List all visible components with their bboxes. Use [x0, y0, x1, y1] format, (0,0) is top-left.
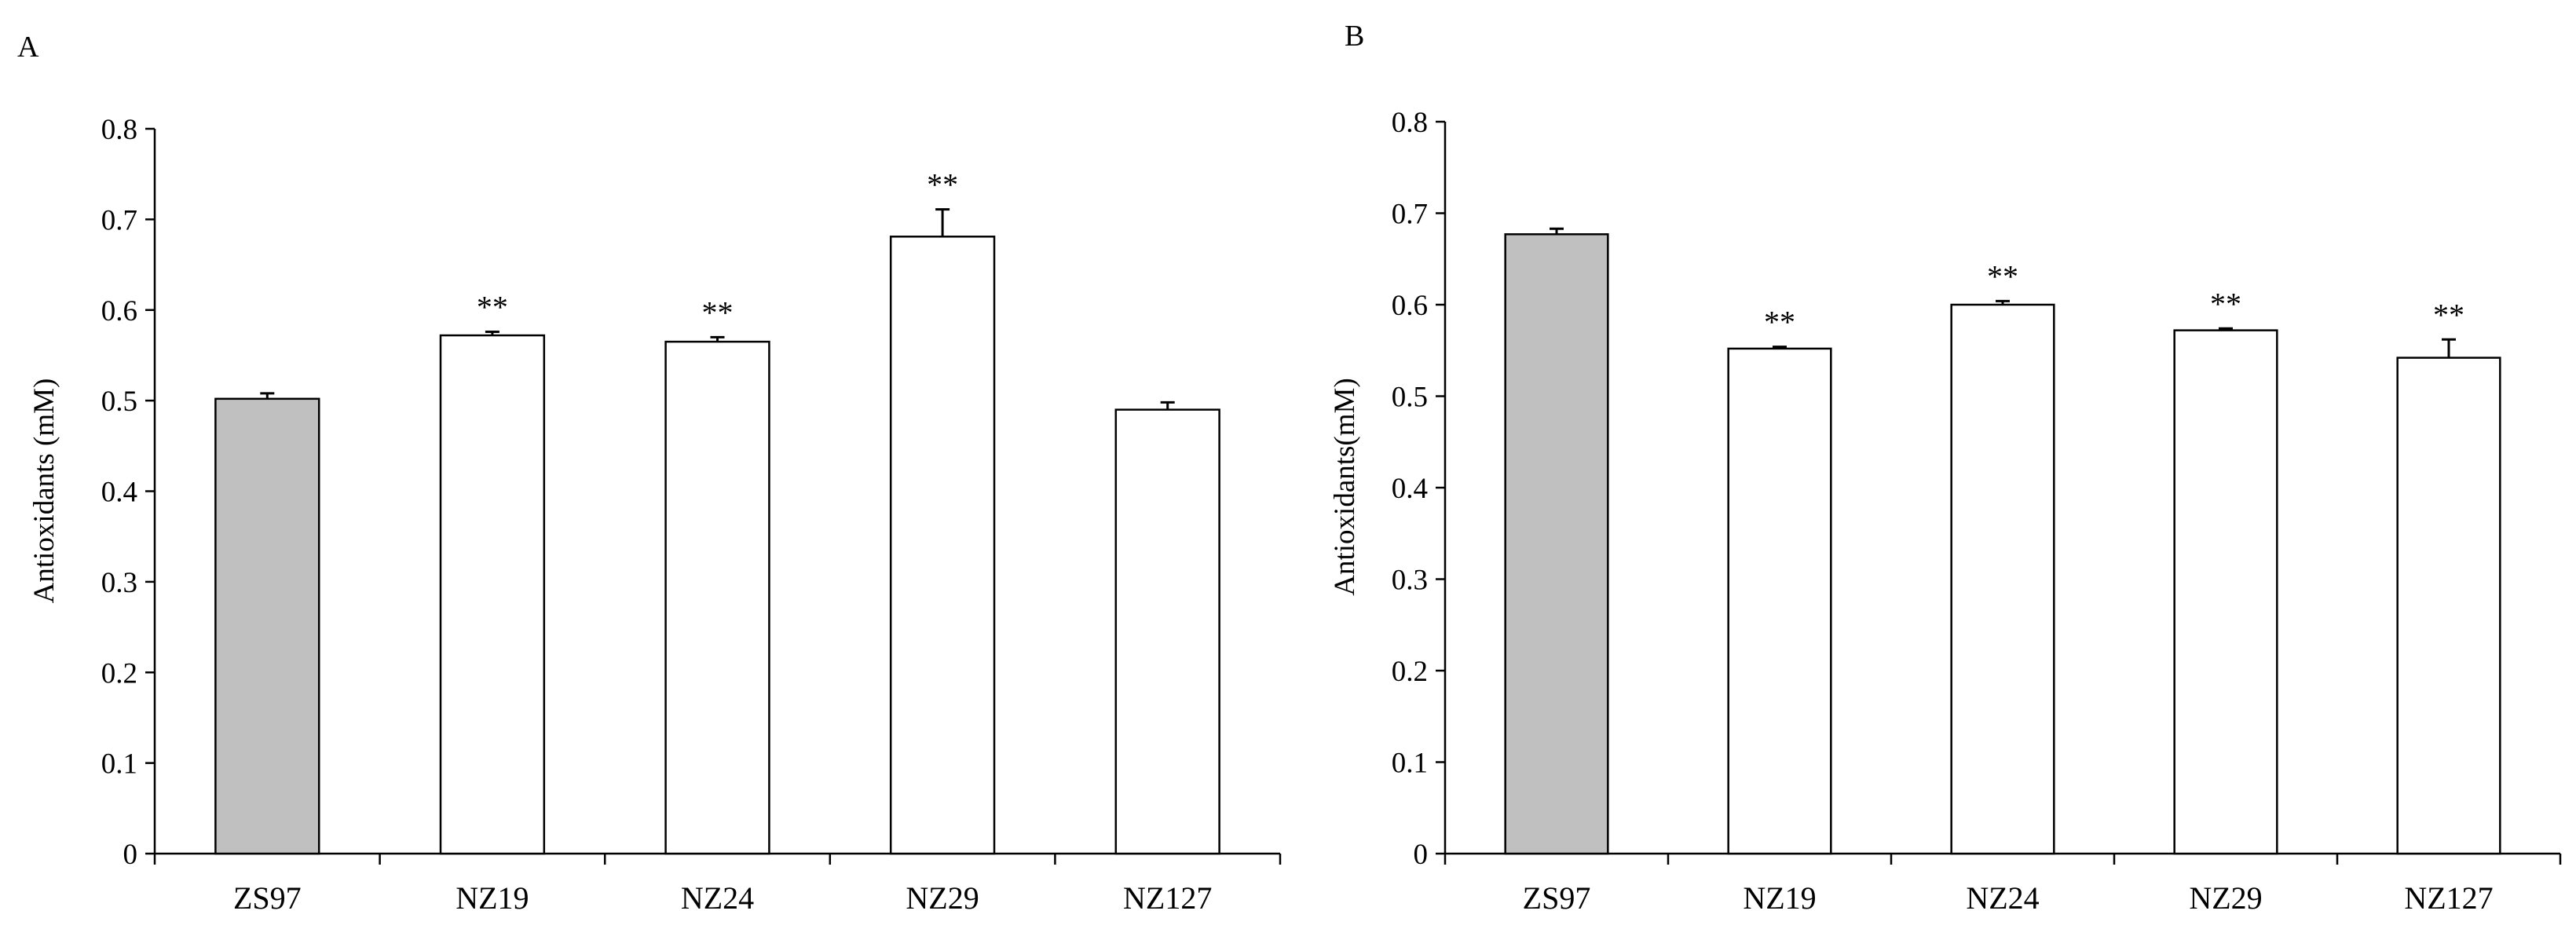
y-tick-label: 0.5: [101, 386, 137, 418]
y-tick-label: 0.7: [101, 204, 137, 236]
bar: [214, 397, 320, 855]
y-tick-label: 0.1: [1392, 748, 1428, 780]
y-tick-label: 0.4: [1392, 473, 1428, 505]
y-tick-label: 0.3: [1392, 565, 1428, 597]
bar-chart-a: A 0 0.1 0.2 0.3 0.4 0.5 0.6 0.7 0.8 Antioxidants (…: [17, 31, 1282, 916]
significance-label: **: [1764, 305, 1795, 340]
y-tick-label: 0.6: [101, 295, 137, 327]
y-tick-label: 0.2: [1392, 656, 1428, 688]
y-axis-title: Antioxidants(mM): [1329, 378, 1361, 595]
y-tick-label: 0.8: [1392, 107, 1428, 139]
significance-label: **: [1987, 258, 2018, 294]
y-tick-label: 0.2: [101, 657, 137, 689]
bar: [1114, 408, 1220, 855]
x-tick-label: NZ127: [2404, 880, 2493, 916]
x-tick-label: ZS97: [1523, 880, 1591, 916]
x-tick-label: NZ19: [1743, 880, 1816, 916]
panel-label: B: [1345, 20, 1364, 53]
y-tick-label: 0.1: [101, 748, 137, 781]
y-tick-label: 0: [1414, 839, 1429, 871]
y-tick-label: 0.5: [1392, 382, 1428, 414]
bar: [439, 334, 546, 855]
x-tick-label: NZ127: [1123, 880, 1212, 916]
chart-panel-a: A 0 0.1 0.2 0.3 0.4 0.5 0.6 0.7 0.8 Antioxidants (…: [17, 31, 1282, 916]
panel-label: A: [17, 31, 39, 64]
bar: [889, 236, 996, 855]
y-tick-label: 0.7: [1392, 199, 1428, 231]
x-tick-label: NZ19: [456, 880, 529, 916]
x-tick-label: NZ24: [1966, 880, 2039, 916]
bar: [1504, 233, 1609, 855]
significance-label: **: [477, 289, 508, 324]
bar: [1950, 303, 2055, 855]
significance-label: **: [702, 294, 734, 330]
significance-label: **: [927, 167, 958, 203]
y-tick-label: 0.3: [101, 567, 137, 599]
bar: [2396, 357, 2501, 855]
significance-label: **: [2210, 286, 2241, 321]
bar: [2173, 329, 2278, 855]
bar: [664, 340, 770, 855]
bar-chart-b: B 0 0.1 0.2 0.3 0.4 0.5 0.6 0.7 0.8 Antioxidants(m…: [1329, 20, 2562, 916]
significance-label: **: [2433, 297, 2464, 332]
x-tick-label: ZS97: [233, 880, 302, 916]
x-tick-label: NZ29: [2189, 880, 2262, 916]
x-tick-label: NZ24: [681, 880, 754, 916]
y-tick-label: 0.8: [101, 114, 137, 146]
y-axis-title: Antioxidants (mM): [28, 379, 60, 604]
y-tick-label: 0.6: [1392, 290, 1428, 322]
bar: [1727, 347, 1832, 855]
y-tick-label: 0: [123, 839, 138, 871]
chart-panel-b: B 0 0.1 0.2 0.3 0.4 0.5 0.6 0.7 0.8 Antioxidants(m…: [1288, 0, 2576, 940]
x-tick-label: NZ29: [906, 880, 979, 916]
y-tick-label: 0.4: [101, 477, 137, 509]
